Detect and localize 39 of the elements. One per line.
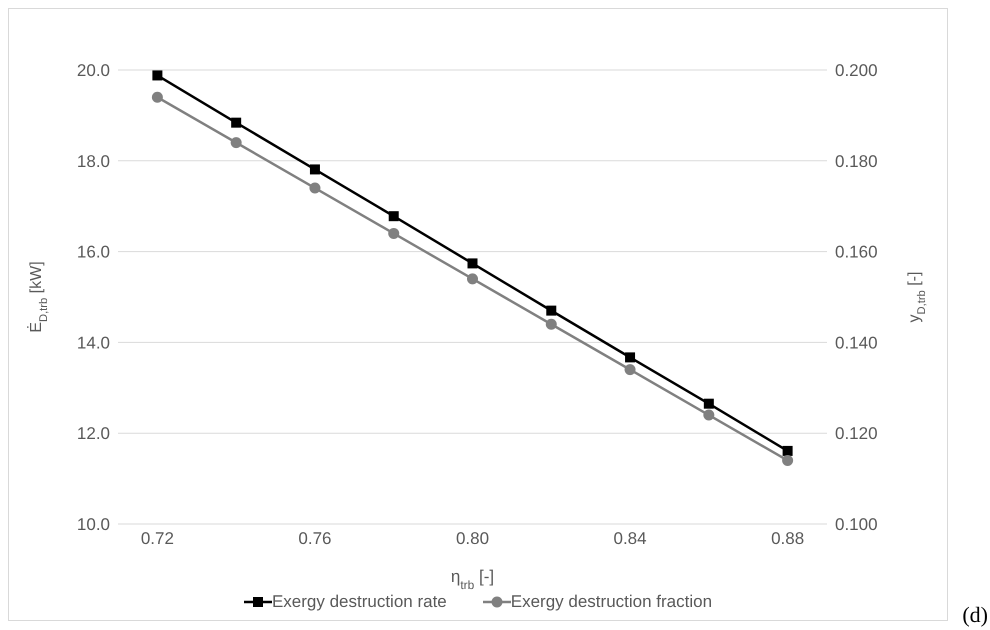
y-tick-label: 10.0	[76, 515, 110, 534]
x-axis-title: η$_{trb}$ [-]	[450, 567, 494, 592]
point	[546, 318, 557, 330]
y-tick-label: 16.0	[76, 242, 110, 262]
point	[703, 410, 714, 421]
point	[467, 273, 478, 284]
point	[388, 211, 399, 222]
point	[782, 446, 793, 456]
y-tick-label: 20.0	[76, 61, 110, 80]
y-tick-label: 14.0	[76, 333, 110, 352]
y2-tick-label: 0.100	[835, 515, 878, 534]
y-tick-label: 12.0	[76, 424, 110, 444]
point	[309, 182, 320, 194]
point	[152, 92, 163, 103]
point	[230, 137, 242, 148]
x-tick-label: 0.72	[140, 529, 174, 548]
point	[152, 70, 162, 80]
x-tick-label: 0.76	[298, 529, 332, 548]
point	[468, 258, 478, 268]
x-tick-label: 0.88	[771, 529, 804, 548]
point	[704, 398, 714, 409]
point	[231, 118, 242, 128]
text: (d)	[962, 602, 988, 628]
y2-tick-label: 0.140	[835, 333, 878, 352]
y2-tick-label: 0.180	[835, 152, 878, 171]
y2-tick-label: 0.200	[835, 61, 878, 80]
point	[782, 454, 794, 466]
y2-tick-label: 0.160	[835, 242, 878, 262]
point	[388, 228, 400, 239]
y-tick-label: 18.0	[76, 152, 110, 171]
point	[624, 364, 636, 376]
y2-tick-label: 0.120	[835, 424, 878, 444]
x-tick-label: 0.80	[456, 529, 490, 548]
x-tick-label: 0.84	[614, 529, 647, 548]
legend-label: Exergy destruction fraction	[510, 592, 712, 612]
point	[310, 164, 320, 174]
legend-label: Exergy destruction rate	[272, 592, 447, 612]
point	[625, 352, 636, 362]
point	[546, 306, 556, 316]
